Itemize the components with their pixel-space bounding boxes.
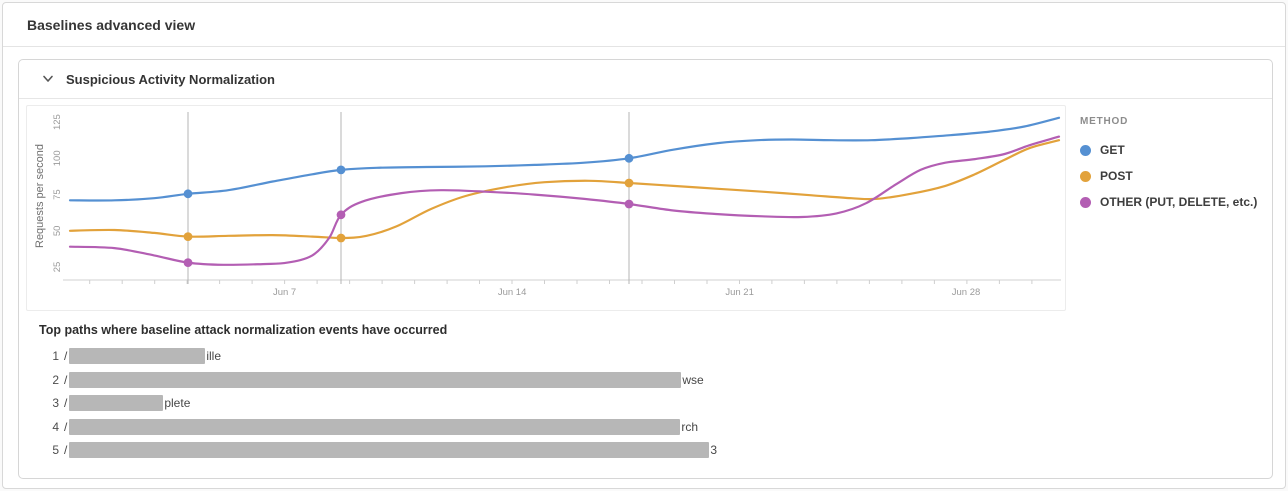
path-rank: 1 (52, 349, 59, 363)
series-line-post (68, 139, 1061, 240)
event-marker-post[interactable] (183, 232, 193, 241)
path-rank: 4 (52, 419, 59, 434)
path-suffix: wse (682, 372, 704, 387)
path-row: 2 / wse (39, 371, 1256, 388)
chart-legend: METHOD GET POST OTHER (PUT, DELETE, etc.) (1080, 116, 1270, 215)
card-header: Baselines advanced view (3, 3, 1285, 47)
path-slash: / (64, 349, 68, 363)
paths-section: Top paths where baseline attack normaliz… (39, 323, 1256, 466)
legend-item-other[interactable]: OTHER (PUT, DELETE, etc.) (1080, 189, 1270, 215)
event-marker-get[interactable] (336, 165, 346, 175)
path-suffix: rch (681, 419, 699, 434)
path-suffix: plete (164, 396, 191, 410)
y-tick-label: 75 (52, 189, 63, 200)
x-tick-label: Jun 21 (725, 287, 754, 298)
paths-heading: Top paths where baseline attack normaliz… (39, 323, 448, 337)
panel-header: Suspicious Activity Normalization (19, 60, 1272, 99)
y-tick-label: 50 (52, 226, 63, 237)
x-tick-label: Jun 7 (273, 287, 296, 298)
series-line-get (68, 116, 1061, 202)
y-tick-label: 125 (52, 114, 63, 130)
redacted-path (69, 371, 682, 388)
path-slash: / (64, 443, 68, 457)
path-rank: 3 (52, 396, 59, 410)
event-marker-get[interactable] (624, 153, 634, 163)
redacted-path (69, 418, 681, 435)
redacted-path (69, 395, 164, 411)
path-rank: 2 (52, 372, 59, 387)
event-marker-post[interactable] (624, 178, 634, 188)
path-rank: 5 (52, 443, 59, 457)
event-marker-other[interactable] (183, 258, 193, 267)
event-marker-post[interactable] (336, 233, 346, 243)
panel-title: Suspicious Activity Normalization (66, 71, 276, 87)
x-tick-label: Jun 14 (498, 287, 527, 298)
legend-dot-other (1080, 196, 1091, 208)
path-row: 4 / rch (39, 418, 1256, 435)
path-row: 5 / 3 (39, 442, 1256, 458)
collapse-button[interactable] (38, 69, 58, 89)
y-tick-label: 100 (52, 150, 63, 166)
legend-item-get[interactable]: GET (1080, 137, 1270, 163)
x-tick-label: Jun 28 (952, 287, 981, 298)
page-title: Baselines advanced view (27, 16, 196, 33)
legend-label: OTHER (PUT, DELETE, etc.) (1100, 195, 1258, 209)
legend-title: METHOD (1080, 116, 1129, 127)
legend-item-post[interactable]: POST (1080, 163, 1270, 189)
path-row: 3 / plete (39, 395, 1256, 411)
path-suffix: ille (206, 349, 222, 363)
path-slash: / (64, 396, 68, 410)
y-axis-title: Requests per second (34, 144, 46, 248)
chart-box: Requests per second Jun 7 Jun 14 Jun 21 Jun… (26, 105, 1066, 311)
path-slash: / (64, 372, 68, 387)
suspicious-activity-panel: Suspicious Activity Normalization Reques… (18, 59, 1273, 479)
redacted-path (69, 442, 710, 458)
y-tick-label: 25 (52, 262, 63, 273)
legend-dot-get (1080, 144, 1091, 156)
event-marker-other[interactable] (624, 199, 634, 209)
event-marker-other[interactable] (336, 210, 346, 220)
legend-dot-post (1080, 170, 1091, 182)
redacted-path (69, 348, 206, 364)
event-marker-get[interactable] (183, 189, 193, 199)
requests-per-second-chart[interactable]: Jun 7 Jun 14 Jun 21 Jun 28 25 50 75 100 125 (27, 106, 1065, 310)
legend-label: GET (1100, 143, 1125, 157)
series-line-other (68, 135, 1061, 266)
path-row: 1 / ille (39, 348, 1256, 364)
path-suffix: 3 (710, 443, 718, 457)
path-slash: / (64, 419, 68, 434)
chevron-down-icon (43, 75, 53, 82)
legend-label: POST (1100, 169, 1133, 183)
